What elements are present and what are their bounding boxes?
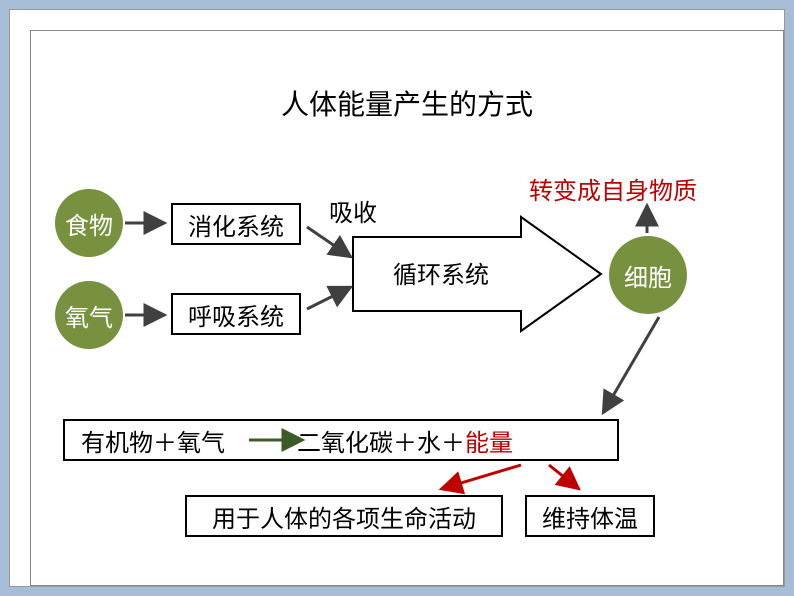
block-arrow-label: 循环系统 [393,262,489,289]
label-absorb: 吸收 [329,193,377,228]
outer-frame: 人体能量产生的方式 食物 氧气 细胞 消化系统 呼吸系统 用于人体的各项生命活动… [9,9,785,587]
arrow-cell-to-equation [603,317,659,413]
label-transform-text: 转变成自身物质 [529,178,697,205]
node-food: 食物 [55,189,123,257]
node-oxygen: 氧气 [55,281,123,349]
node-respiratory: 呼吸系统 [171,293,301,335]
equation-energy: 能量 [465,423,513,458]
slide-frame: 人体能量产生的方式 食物 氧气 细胞 消化系统 呼吸系统 用于人体的各项生命活动… [30,30,784,586]
node-activities-label: 用于人体的各项生命活动 [212,499,476,534]
node-digestive-label: 消化系统 [188,207,284,242]
equation-right-plain: 二氧化碳＋水＋ [297,423,465,458]
node-food-label: 食物 [65,206,113,241]
label-absorb-text: 吸收 [329,200,377,227]
equation-left: 有机物＋氧气 [81,423,225,458]
node-digestive: 消化系统 [171,203,301,245]
arrow-energy-to-activities [441,465,521,489]
node-temperature: 维持体温 [525,495,655,537]
block-arrow-circulatory: 循环系统 [353,217,601,331]
arrow-energy-to-temperature [549,465,579,489]
arrow-digestive-to-circ [307,227,351,257]
node-temperature-label: 维持体温 [542,499,638,534]
label-transform: 转变成自身物质 [529,171,697,206]
node-equation: 有机物＋氧气 二氧化碳＋水＋能量 [63,419,619,461]
slide-title: 人体能量产生的方式 [31,83,783,123]
node-oxygen-label: 氧气 [65,298,113,333]
node-cell-label: 细胞 [624,258,672,293]
node-respiratory-label: 呼吸系统 [188,297,284,332]
arrow-respiratory-to-circ [307,287,351,309]
node-cell: 细胞 [609,236,687,314]
node-activities: 用于人体的各项生命活动 [185,495,503,537]
